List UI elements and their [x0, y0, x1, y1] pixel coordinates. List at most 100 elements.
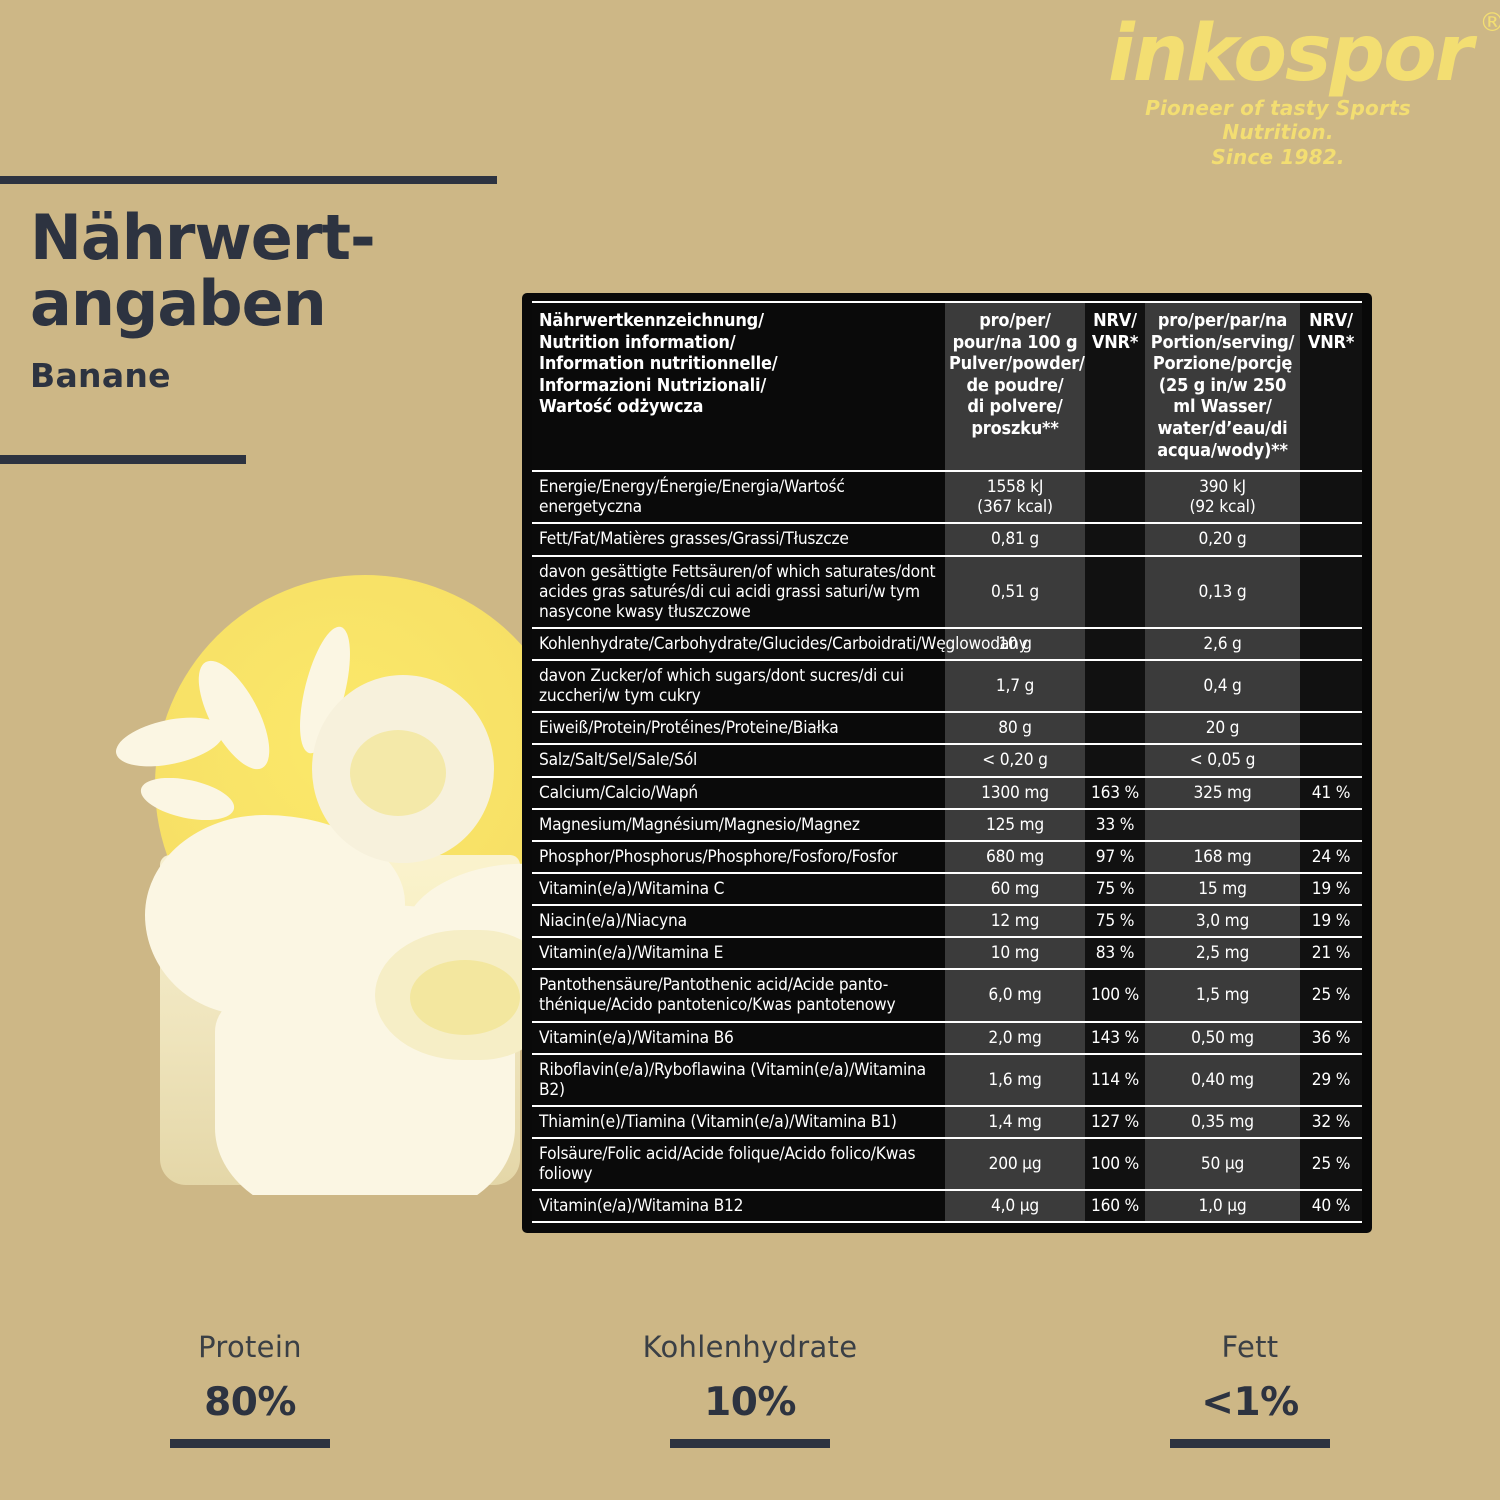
cell-nrv-100g: [1085, 659, 1145, 713]
header-nrv-serving: NRV/ VNR*: [1300, 300, 1362, 472]
title-block: Nährwert- angaben Banane: [30, 201, 500, 394]
table-row: Calcium/Calcio/Wapń 1300 mg 163 % 325 mg 41 …: [532, 775, 1362, 809]
macro-bar-carbohydrate: [670, 1439, 830, 1448]
cell-nutrient-name: davon gesättigte Fettsäuren/of which sat…: [532, 554, 945, 628]
cell-per-100g: 0,51 g: [945, 554, 1085, 628]
macro-value-fat: <1%: [1201, 1380, 1299, 1425]
page-title-line1: Nährwert-: [30, 201, 376, 274]
banana-slice-bottom-core: [410, 960, 520, 1035]
brand-tagline-line1: Pioneer of tasty Sports Nutrition.: [1145, 95, 1411, 145]
cell-nrv-100g: 33 %: [1085, 807, 1145, 841]
cell-per-serving: 50 µg: [1145, 1137, 1300, 1191]
cell-per-serving: 2,6 g: [1145, 626, 1300, 661]
cell-nrv-serving: 19 %: [1300, 904, 1362, 938]
table-header-row: Nährwertkennzeichnung/ Nutrition informa…: [532, 300, 1362, 472]
cell-nutrient-name: Vitamin(e/a)/Witamina C: [532, 871, 945, 906]
table-row: Phosphor/Phosphorus/Phosphore/Fosforo/Fo…: [532, 839, 1362, 873]
cell-nutrient-name: Kohlenhydrate/Carbohydrate/Glucides/Carb…: [532, 626, 1028, 661]
cell-nrv-100g: [1085, 626, 1145, 661]
cell-nrv-serving: [1300, 807, 1362, 841]
cell-per-serving: 0,40 mg: [1145, 1052, 1300, 1106]
cell-nrv-100g: [1085, 470, 1145, 524]
cell-nutrient-name: davon Zucker/of which sugars/dont sucres…: [532, 659, 945, 713]
brand-wordmark: inkospor ®: [1108, 9, 1500, 96]
table-row: davon Zucker/of which sugars/dont sucres…: [532, 659, 1362, 713]
cell-nrv-serving: [1300, 522, 1362, 556]
cell-nrv-serving: 24 %: [1300, 839, 1362, 873]
cell-per-100g: 6,0 mg: [945, 968, 1085, 1022]
cell-per-100g: < 0,20 g: [945, 743, 1085, 777]
cell-per-serving: 168 mg: [1145, 839, 1300, 873]
cell-per-100g: 10 mg: [945, 936, 1085, 970]
cell-nrv-100g: [1085, 743, 1145, 777]
cell-nutrient-name: Fett/Fat/Matières grasses/Grassi/Tłuszcz…: [532, 522, 945, 556]
cell-nrv-serving: [1300, 470, 1362, 524]
cell-per-serving: < 0,05 g: [1145, 743, 1300, 777]
brand-tagline-line2: Since 1982.: [1211, 144, 1345, 169]
cell-per-serving: 390 kJ (92 kcal): [1145, 470, 1300, 524]
cell-nutrient-name: Eiweiß/Protein/Protéines/Proteine/Białka: [532, 711, 945, 745]
cell-per-100g: 80 g: [945, 711, 1085, 745]
cell-per-serving: 0,4 g: [1145, 659, 1300, 713]
cell-nrv-serving: [1300, 659, 1362, 713]
cell-nutrient-name: Niacin(e/a)/Niacyna: [532, 904, 945, 938]
macro-bar-fat: [1170, 1439, 1330, 1448]
cell-nrv-serving: 36 %: [1300, 1020, 1362, 1054]
table-row: Eiweiß/Protein/Protéines/Proteine/Białka…: [532, 711, 1362, 745]
table-row: Niacin(e/a)/Niacyna 12 mg 75 % 3,0 mg 19 %: [532, 904, 1362, 938]
cell-per-100g: 1558 kJ (367 kcal): [945, 470, 1085, 524]
table-row: Vitamin(e/a)/Witamina C 60 mg 75 % 15 mg 19 …: [532, 871, 1362, 906]
cell-per-serving: 0,50 mg: [1145, 1020, 1300, 1054]
cell-nrv-100g: 75 %: [1085, 904, 1145, 938]
table-row: Energie/Energy/Énergie/Energia/Wartość e…: [532, 470, 1362, 524]
cell-nutrient-name: Vitamin(e/a)/Witamina E: [532, 936, 945, 970]
cell-nutrient-name: Energie/Energy/Énergie/Energia/Wartość e…: [532, 470, 945, 524]
page-title-line2: angaben: [30, 267, 327, 341]
cell-nrv-100g: 163 %: [1085, 775, 1145, 809]
table-row: Riboflavin(e/a)/Ryboflawina (Vitamin(e/a…: [532, 1052, 1362, 1106]
nutrition-facts-table: Nährwertkennzeichnung/ Nutrition informa…: [522, 293, 1372, 1233]
cell-nrv-100g: 97 %: [1085, 839, 1145, 873]
cell-nrv-serving: 40 %: [1300, 1189, 1362, 1224]
page-title: Nährwert- angaben: [30, 201, 500, 341]
macro-stat-fat: Fett <1%: [1000, 1330, 1500, 1448]
cell-nrv-100g: 143 %: [1085, 1020, 1145, 1054]
cell-nutrient-name: Pantothensäure/Pantothenic acid/Acide pa…: [532, 968, 945, 1022]
cell-per-serving: 325 mg: [1145, 775, 1300, 809]
cell-per-serving: 0,35 mg: [1145, 1104, 1300, 1139]
macro-bar-protein: [170, 1439, 330, 1448]
cell-per-serving: 0,13 g: [1145, 554, 1300, 628]
cell-per-100g: 60 mg: [945, 871, 1085, 906]
cell-nrv-100g: [1085, 522, 1145, 556]
cell-per-serving: 1,0 µg: [1145, 1189, 1300, 1224]
cell-nrv-serving: 19 %: [1300, 871, 1362, 906]
cell-nrv-100g: 83 %: [1085, 936, 1145, 970]
table-row: Vitamin(e/a)/Witamina B6 2,0 mg 143 % 0,50 …: [532, 1020, 1362, 1054]
cell-nutrient-name: Calcium/Calcio/Wapń: [532, 775, 945, 809]
macro-summary: Protein 80% Kohlenhydrate 10% Fett <1%: [0, 1330, 1500, 1448]
cell-nutrient-name: Vitamin(e/a)/Witamina B12: [532, 1189, 945, 1224]
header-nutrient-name: Nährwertkennzeichnung/ Nutrition informa…: [532, 300, 945, 472]
cell-nutrient-name: Salz/Salt/Sel/Sale/Sól: [532, 743, 945, 777]
cell-nrv-100g: 114 %: [1085, 1052, 1145, 1106]
table-row: Folsäure/Folic acid/Acide folique/Acido …: [532, 1137, 1362, 1191]
cell-nrv-100g: 100 %: [1085, 968, 1145, 1022]
cell-nrv-100g: 160 %: [1085, 1189, 1145, 1224]
cell-per-100g: 0,81 g: [945, 522, 1085, 556]
cell-per-100g: 200 µg: [945, 1137, 1085, 1191]
cell-per-100g: 1,4 mg: [945, 1104, 1085, 1139]
cell-nrv-serving: [1300, 743, 1362, 777]
cell-nrv-serving: 25 %: [1300, 968, 1362, 1022]
cell-nrv-100g: [1085, 711, 1145, 745]
table-row: Kohlenhydrate/Carbohydrate/Glucides/Carb…: [532, 626, 1362, 661]
table-row: Thiamin(e)/Tiamina (Vitamin(e/a)/Witamin…: [532, 1104, 1362, 1139]
product-photo-banana-milk-splash: [30, 555, 550, 1195]
cell-nrv-serving: [1300, 711, 1362, 745]
brand-wordmark-text: inkospor: [1108, 9, 1473, 99]
cell-per-serving: 20 g: [1145, 711, 1300, 745]
brand-logo: inkospor ® Pioneer of tasty Sports Nutri…: [1108, 9, 1500, 169]
cell-nutrient-name: Thiamin(e)/Tiamina (Vitamin(e/a)/Witamin…: [532, 1104, 945, 1139]
macro-stat-carbohydrate: Kohlenhydrate 10%: [500, 1330, 1000, 1448]
cell-nrv-100g: 127 %: [1085, 1104, 1145, 1139]
cell-nutrient-name: Folsäure/Folic acid/Acide folique/Acido …: [532, 1137, 945, 1191]
